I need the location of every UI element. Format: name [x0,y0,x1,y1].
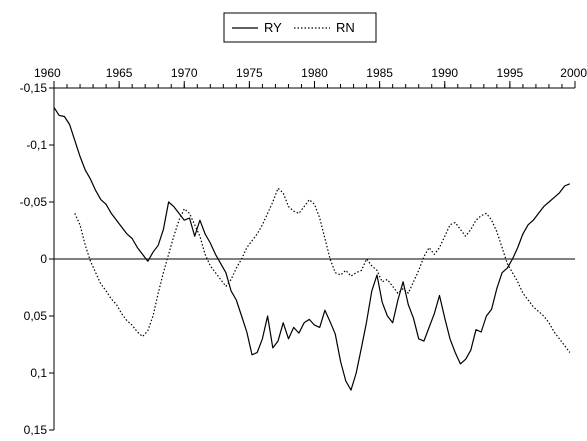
x-tick-label: 1970 [171,66,198,80]
x-tick-label: 1960 [34,66,61,80]
x-tick-label: 1965 [106,66,133,80]
x-tick-label: 1990 [431,66,458,80]
y-tick-label: 0,05 [24,309,48,323]
y-tick-label: 0 [40,252,47,266]
y-tick-label: 0,1 [30,366,47,380]
x-tick-label: 1975 [236,66,263,80]
legend: RY RN [223,12,377,43]
plot-area: 1960 1965 1970 1975 1980 1985 1990 1995 2000 -0,… [20,66,587,437]
x-tick-label: 1995 [497,66,524,80]
series-line-rn [74,187,571,353]
y-axis-ticks: -0,15 -0,1 -0,05 0 0,05 0,1 0,15 [20,81,54,437]
y-tick-label: -0,05 [20,195,48,209]
series-line-ry [53,107,571,391]
x-tick-label: 1980 [301,66,328,80]
x-tick-label: 2000 [560,66,587,80]
legend-label-rn: RN [336,20,355,35]
legend-label-ry: RY [264,20,282,35]
y-tick-label: -0,1 [26,138,47,152]
x-tick-label: 1985 [366,66,393,80]
y-tick-label: 0,15 [24,423,48,437]
series-layer [53,107,571,391]
y-tick-label: -0,15 [20,81,48,95]
x-axis-ticks: 1960 1965 1970 1975 1980 1985 1990 1995 2000 [34,66,587,88]
